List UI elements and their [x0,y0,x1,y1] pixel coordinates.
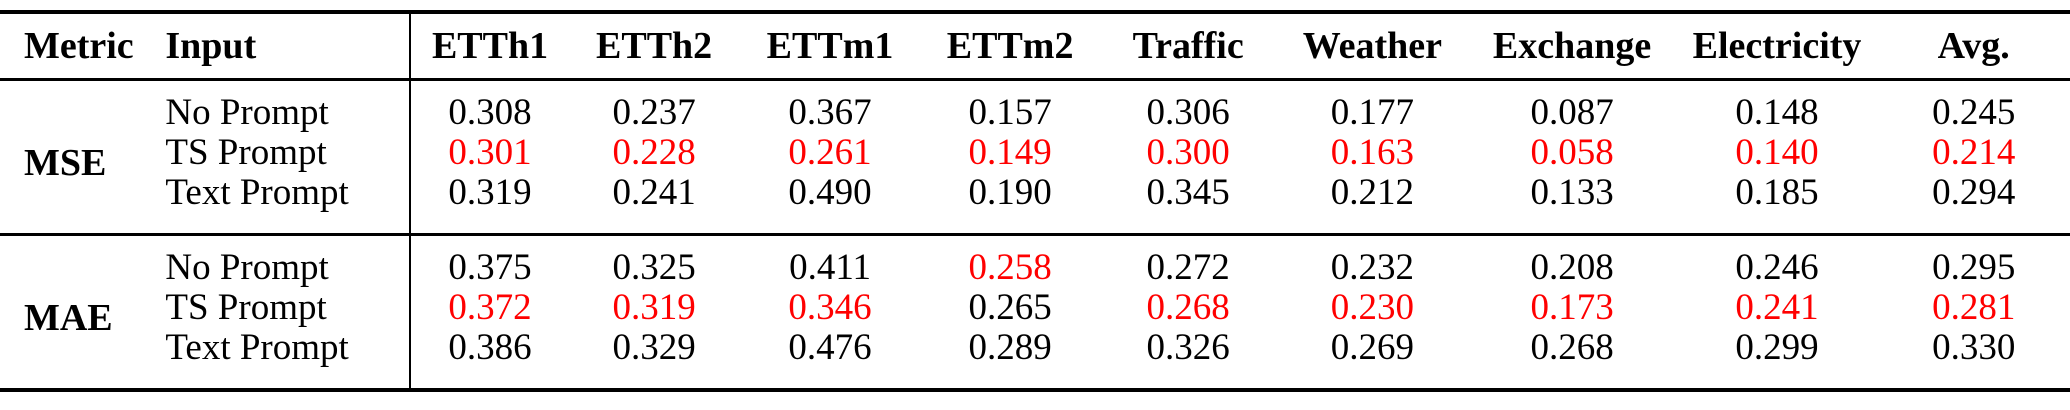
value-cell: 0.140 [1735,132,1819,173]
value-cell: 0.299 [1735,327,1819,368]
value-cell: 0.308 [408,79,570,133]
col-header-traffic: Traffic [1099,12,1278,81]
value-cell: 0.289 [968,327,1052,368]
table-row: Text Prompt 0.386 0.329 0.476 0.289 0.326 0.26… [0,328,2070,390]
value-cell: 0.345 [1099,173,1278,236]
value-cell: 0.258 [968,247,1052,288]
value-cell: 0.241 [569,173,739,236]
col-header-ettm1: ETTm1 [738,12,922,81]
value-cell: 0.490 [738,173,922,236]
table-row: TS Prompt 0.372 0.319 0.346 0.265 0.268 0.230 0… [0,288,2070,328]
table-row: TS Prompt 0.301 0.228 0.261 0.149 0.300 0.163 0… [0,133,2070,173]
value-cell: 0.272 [1146,247,1230,288]
value-cell: 0.133 [1467,173,1677,236]
value-cell: 0.268 [1146,287,1230,328]
value-cell: 0.149 [968,132,1052,173]
value-cell: 0.190 [921,173,1100,236]
metric-cell: MSE [0,79,160,236]
value-cell: 0.246 [1735,247,1819,288]
value-cell: 0.386 [408,328,570,390]
value-cell: 0.325 [612,247,696,288]
table-row: MSE No Prompt 0.308 0.237 0.367 0.157 0.306 0.1… [0,79,2070,236]
value-cell: 0.367 [788,92,872,133]
value-cell: 0.232 [1330,247,1414,288]
value-cell: 0.372 [408,288,570,328]
value-cell: 0.087 [1530,92,1614,133]
input-cell: Text Prompt [165,327,349,368]
col-header-etth2: ETTh2 [569,12,739,81]
value-cell: 0.173 [1530,287,1614,328]
paper-table-figure: Metric Input ETTh1 ETTh2 ETTm1 ETTm2 Tra… [0,10,2070,392]
value-cell: 0.245 [1932,92,2016,133]
value-cell: 0.346 [788,287,872,328]
value-cell: 0.148 [1735,92,1819,133]
value-cell: 0.163 [1330,132,1414,173]
value-cell: 0.326 [1146,327,1230,368]
value-cell: 0.411 [789,247,871,288]
col-header-electricity: Electricity [1676,12,1878,81]
value-cell: 0.329 [612,327,696,368]
table-body: MSE No Prompt 0.308 0.237 0.367 0.157 0.306 0.1… [0,79,2070,390]
value-cell: 0.237 [612,92,696,133]
table-row: MAE No Prompt 0.375 0.325 0.411 0.258 0.272 0.2… [0,234,2070,338]
input-cell: Text Prompt [159,173,410,236]
value-cell: 0.375 [408,234,570,288]
value-cell: 0.319 [408,173,570,236]
value-cell: 0.330 [1932,327,2016,368]
value-cell: 0.268 [1530,327,1614,368]
value-cell: 0.230 [1330,287,1414,328]
value-cell: 0.228 [612,132,696,173]
input-cell: TS Prompt [165,132,327,173]
value-cell: 0.208 [1530,247,1614,288]
metric-cell: MAE [24,297,113,339]
value-cell: 0.214 [1932,132,2016,173]
value-cell: 0.294 [1877,173,2070,236]
value-cell: 0.212 [1277,173,1468,236]
header-row: Metric Input ETTh1 ETTh2 ETTm1 ETTm2 Tra… [0,12,2070,81]
value-cell: 0.319 [612,287,696,328]
col-header-ettm2: ETTm2 [921,12,1100,81]
input-cell: TS Prompt [165,287,327,328]
input-cell: No Prompt [165,247,329,288]
col-header-exchange: Exchange [1467,12,1677,81]
col-header-metric: Metric [0,12,160,81]
col-header-input: Input [159,12,410,81]
value-cell: 0.265 [968,287,1052,328]
col-header-etth1: ETTh1 [408,12,570,81]
value-cell: 0.295 [1932,247,2016,288]
value-cell: 0.177 [1330,92,1414,133]
value-cell: 0.476 [788,327,872,368]
value-cell: 0.261 [788,132,872,173]
value-cell: 0.058 [1530,132,1614,173]
value-cell: 0.269 [1330,327,1414,368]
results-table: Metric Input ETTh1 ETTh2 ETTm1 ETTm2 Tra… [0,10,2070,392]
value-cell: 0.300 [1146,132,1230,173]
value-cell: 0.185 [1676,173,1878,236]
input-cell: No Prompt [165,92,329,133]
table-row: Text Prompt 0.319 0.241 0.490 0.190 0.345 0.21… [0,173,2070,236]
value-cell: 0.301 [408,133,570,173]
value-cell: 0.281 [1932,287,2016,328]
value-cell: 0.241 [1735,287,1819,328]
value-cell: 0.157 [968,92,1052,133]
value-cell: 0.306 [1146,92,1230,133]
col-header-weather: Weather [1277,12,1468,81]
col-header-avg: Avg. [1877,12,2070,81]
